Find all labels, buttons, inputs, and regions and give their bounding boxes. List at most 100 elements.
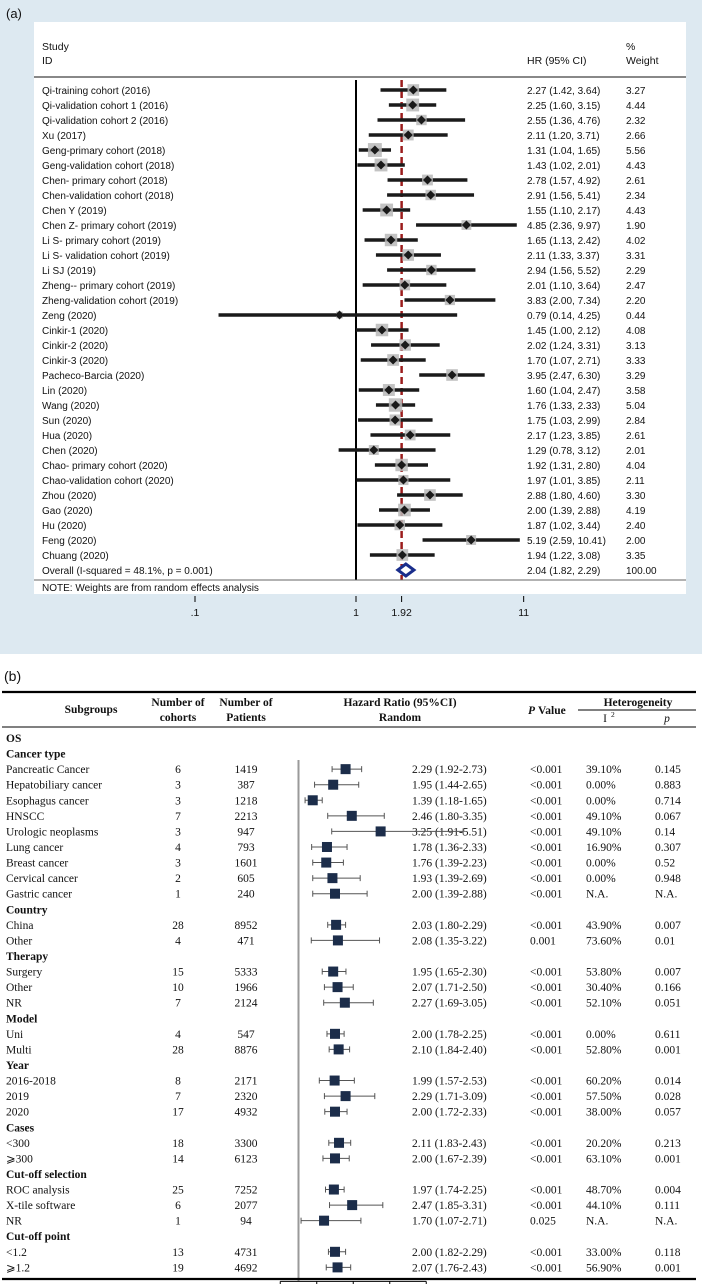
subgroup-hr-ci: 1.76 (1.39-2.23) — [412, 858, 487, 870]
subgroup-het-p: N.A. — [655, 1216, 677, 1228]
study-hr-ci: 1.45 (1.00, 2.12) — [527, 326, 600, 337]
subgroup-point-marker — [332, 1262, 343, 1273]
subgroup-p-value: <0.001 — [530, 1153, 563, 1165]
subgroup-label: Hepatobiliary cancer — [6, 780, 102, 792]
subgroup-p-value: <0.001 — [530, 1044, 563, 1056]
study-label: Chen (2020) — [42, 446, 98, 457]
subgroup-i2: 39.10% — [586, 764, 622, 776]
subgroup-point-marker — [330, 1153, 340, 1164]
header-pct: % — [626, 41, 635, 53]
subgroup-het-p: 0.118 — [655, 1247, 681, 1259]
study-hr-ci: 2.55 (1.36, 4.76) — [527, 116, 600, 127]
patients-count: 94 — [240, 1216, 252, 1228]
study-hr-ci: 2.11 (1.20, 3.71) — [527, 131, 600, 142]
subgroup-hr-ci: 1.39 (1.18-1.65) — [412, 795, 487, 807]
header-hr: HR (95% CI) — [527, 55, 587, 67]
study-point-marker — [422, 175, 432, 185]
subgroup-hr-ci: 2.00 (1.78-2.25) — [412, 1029, 487, 1041]
cohorts-count: 25 — [172, 1185, 184, 1197]
study-point-marker — [447, 370, 457, 380]
subgroup-heading: Cases — [6, 1122, 35, 1134]
cohorts-count: 3 — [175, 826, 181, 838]
patients-count: 387 — [237, 780, 255, 792]
subgroup-p-value: <0.001 — [530, 920, 563, 932]
study-weight: 2.29 — [626, 266, 646, 277]
subgroup-point-marker — [321, 857, 332, 868]
subgroup-het-p: 0.111 — [655, 1200, 680, 1212]
cohorts-count: 2 — [175, 873, 181, 885]
study-weight: 2.66 — [626, 131, 646, 142]
study-label: Chuang (2020) — [42, 551, 109, 562]
study-label: Zeng (2020) — [42, 311, 96, 322]
patients-count: 2171 — [235, 1076, 258, 1088]
subgroup-point-marker — [375, 826, 386, 837]
subgroup-i2: 63.10% — [586, 1153, 622, 1165]
subgroup-het-p: 0.307 — [655, 842, 681, 854]
subgroup-hr-ci: 3.25 (1.91-5.51) — [412, 826, 487, 838]
patients-count: 2077 — [235, 1200, 258, 1212]
subgroup-heading: Therapy — [6, 951, 48, 963]
subgroup-hr-ci: 2.07 (1.71-2.50) — [412, 982, 487, 994]
subgroup-i2: 53.80% — [586, 967, 622, 979]
patients-count: 2320 — [235, 1091, 258, 1103]
cohorts-count: 13 — [172, 1247, 184, 1259]
study-label: Qi-training cohort (2016) — [42, 86, 150, 97]
study-label: Hua (2020) — [42, 431, 92, 442]
patients-count: 547 — [237, 1029, 255, 1041]
study-hr-ci: 1.97 (1.01, 3.85) — [527, 476, 600, 487]
subgroup-point-marker — [321, 841, 332, 852]
panel-b-label: (b) — [4, 668, 21, 684]
study-label: Zheng-- primary cohort (2019) — [42, 281, 175, 292]
subgroup-p-value: 0.025 — [530, 1216, 556, 1228]
study-point-marker — [400, 340, 410, 350]
study-weight: 4.44 — [626, 101, 646, 112]
subgroup-point-marker — [319, 1215, 330, 1226]
study-label: Chen- primary cohort (2018) — [42, 176, 168, 187]
patients-count: 4731 — [235, 1247, 258, 1259]
study-label: Chao- primary cohort (2020) — [42, 461, 168, 472]
subgroup-het-p: 0.883 — [655, 780, 681, 792]
study-label: Li SJ (2019) — [42, 266, 96, 277]
study-point-marker — [369, 445, 379, 455]
study-weight: 2.84 — [626, 416, 646, 427]
subgroup-i2: 43.90% — [586, 920, 622, 932]
subgroup-het-p: 0.007 — [655, 920, 681, 932]
subgroup-p-value: <0.001 — [530, 1138, 563, 1150]
subgroup-heading: Cut-off point — [6, 1231, 70, 1243]
study-weight: 3.27 — [626, 86, 646, 97]
subgroup-hr-ci: 1.97 (1.74-2.25) — [412, 1185, 487, 1197]
header-subgroups: Subgroups — [65, 704, 118, 716]
subgroup-hr-ci: 2.00 (1.67-2.39) — [412, 1153, 487, 1165]
overall-label: Overall (I-squared = 48.1%, p = 0.001) — [42, 566, 213, 577]
patients-count: 5333 — [235, 967, 258, 979]
study-weight: 2.40 — [626, 521, 646, 532]
subgroup-label: Breast cancer — [6, 858, 68, 870]
subgroup-i2: 20.20% — [586, 1138, 622, 1150]
overall-weight: 100.00 — [626, 566, 657, 577]
study-label: Chen Y (2019) — [42, 206, 107, 217]
study-label: Gao (2020) — [42, 506, 93, 517]
study-point-marker — [395, 520, 405, 530]
subgroup-point-marker — [340, 764, 351, 775]
subgroup-p-value: <0.001 — [530, 811, 563, 823]
subgroup-point-marker — [332, 982, 343, 993]
subgroup-p-value: <0.001 — [530, 1200, 563, 1212]
cohorts-count: 6 — [175, 764, 181, 776]
study-weight: 3.13 — [626, 341, 646, 352]
study-hr-ci: 1.87 (1.02, 3.44) — [527, 521, 600, 532]
study-weight: 4.19 — [626, 506, 646, 517]
study-hr-ci: 2.78 (1.57, 4.92) — [527, 176, 600, 187]
study-point-marker — [416, 115, 426, 125]
study-point-marker — [390, 415, 400, 425]
subgroup-i2: 52.10% — [586, 998, 622, 1010]
subgroup-hr-ci: 1.95 (1.44-2.65) — [412, 780, 487, 792]
study-hr-ci: 1.75 (1.03, 2.99) — [527, 416, 600, 427]
patients-count: 1966 — [235, 982, 258, 994]
subgroup-i2: 0.00% — [586, 795, 616, 807]
study-point-marker — [386, 235, 396, 245]
study-label: Qi-validation cohort 2 (2016) — [42, 116, 168, 127]
subgroup-het-p: 0.014 — [655, 1076, 681, 1088]
subgroup-point-marker — [328, 1184, 339, 1195]
subgroup-heading: Cut-off selection — [6, 1169, 87, 1181]
